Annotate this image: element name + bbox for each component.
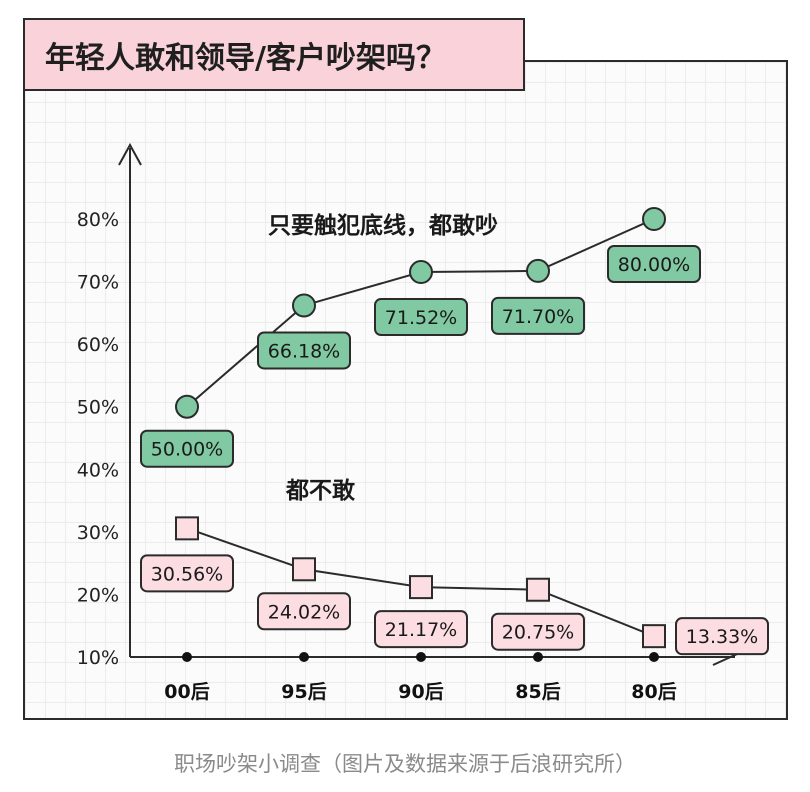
data-label-never-argue-box [257, 592, 351, 631]
data-point-always-argue [642, 207, 666, 231]
data-label-always-argue: 80.00% [618, 254, 690, 276]
data-label-always-argue: 71.52% [385, 307, 457, 329]
data-label-never-argue: 21.17% [385, 619, 457, 641]
data-point-never-argue [642, 624, 666, 649]
x-tick-dot [533, 652, 543, 662]
series-label-always-argue: 只要触犯底线，都敢吵 [268, 212, 498, 239]
chart-frame [23, 60, 788, 720]
y-tick-label: 10% [77, 647, 119, 669]
data-point-never-argue [526, 577, 550, 602]
y-tick-label: 80% [77, 209, 119, 231]
data-label-never-argue: 20.75% [502, 622, 574, 644]
y-tick-label: 40% [77, 459, 119, 481]
x-tick-label: 95后 [281, 681, 326, 703]
data-point-always-argue [526, 258, 550, 283]
x-tick-label: 00后 [164, 681, 209, 703]
data-label-always-argue-box [374, 298, 468, 337]
x-tick-label: 80后 [631, 681, 676, 703]
y-tick-label: 30% [77, 522, 119, 544]
y-tick-label: 60% [77, 334, 119, 356]
data-point-always-argue [409, 260, 433, 285]
data-label-never-argue-box [374, 610, 468, 649]
data-label-always-argue-box [491, 296, 585, 335]
data-point-never-argue [292, 557, 316, 582]
y-tick-label: 70% [77, 272, 119, 294]
data-label-never-argue: 30.56% [151, 563, 223, 585]
data-point-never-argue [409, 575, 433, 600]
data-label-never-argue: 13.33% [686, 626, 758, 648]
x-tick-dot [299, 652, 309, 662]
caption: 职场吵架小调查（图片及数据来源于后浪研究所） [174, 752, 636, 776]
x-tick-label: 85后 [515, 681, 560, 703]
data-point-always-argue [175, 394, 199, 419]
y-tick-label: 50% [77, 397, 119, 419]
x-tick-dot [182, 652, 192, 662]
chart-title: 年轻人敢和领导/客户吵架吗？ [23, 18, 525, 91]
data-label-always-argue-box [257, 331, 351, 370]
x-tick-label: 90后 [398, 681, 443, 703]
data-point-never-argue [175, 516, 199, 541]
series-label-never-argue: 都不敢 [285, 478, 356, 504]
data-label-never-argue: 24.02% [268, 601, 340, 623]
data-label-never-argue-box [491, 612, 585, 651]
data-label-always-argue-box [140, 429, 234, 468]
data-point-always-argue [292, 293, 316, 318]
data-label-always-argue: 66.18% [268, 340, 340, 362]
data-label-always-argue: 50.00% [151, 439, 223, 461]
data-label-never-argue-box [675, 617, 769, 656]
data-label-always-argue: 71.70% [502, 306, 574, 328]
y-tick-label: 20% [77, 584, 119, 606]
data-label-always-argue-box [607, 245, 701, 283]
x-tick-dot [416, 652, 426, 662]
x-tick-dot [649, 652, 659, 662]
y-axis-arrow [118, 142, 142, 166]
data-label-never-argue-box [140, 554, 234, 593]
